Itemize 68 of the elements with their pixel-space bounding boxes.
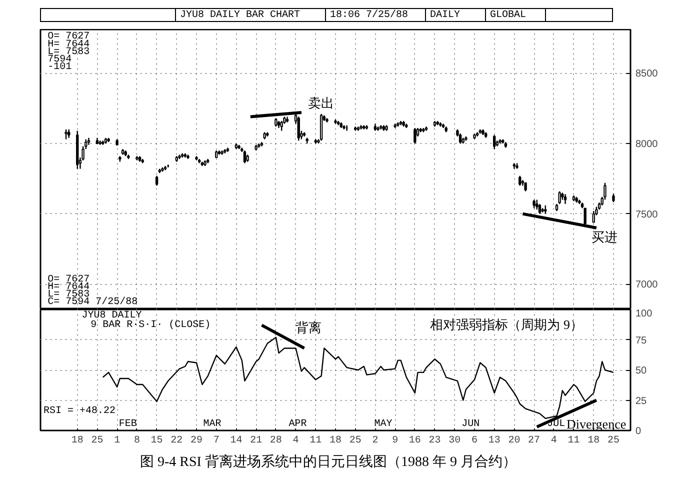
text: DAILY [426,9,486,23]
chart-title: JYU8 DAILY BAR CHART [176,9,326,23]
candlestick [592,210,595,223]
y-tick-label: 7000 [636,280,658,291]
x-tick-label: 6 [471,436,478,446]
x-tick-label: 2 [372,436,378,446]
x-tick-label: 16 [408,436,421,446]
x-tick-label: 21 [250,436,262,446]
candlestick [536,199,538,210]
x-tick-label: 27 [528,436,540,446]
x-tick-label: 25 [349,436,362,446]
annotation: 卖出 [308,96,334,111]
x-tick-label: 8 [134,436,140,446]
x-tick-label: 18 [330,436,342,446]
x-tick-label: 7 [213,436,220,446]
y-tick-label: 100 [636,308,653,320]
annotation: 背离 [295,320,322,336]
candlestick [564,194,567,205]
annotation: 相对强弱指标（周期为 9） [430,316,583,332]
x-tick-label: 14 [230,436,242,446]
annotation: RSI = +48.22 [43,406,116,418]
candlestick [558,190,561,205]
annotation: MAR [203,418,222,430]
x-tick-label: 1 [114,436,120,446]
candlestick [518,175,522,186]
annotation: APR [288,418,307,430]
y-tick-label: 75 [636,335,648,346]
text: 9 BAR R·S·I· (CLOSE) [90,318,211,331]
y-tick-label: 0 [636,426,642,437]
y-tick-label: 50 [636,366,648,376]
x-tick-label: 22 [170,436,183,446]
candlestick [155,175,158,186]
text: 18:06 7/25/88 [326,9,426,23]
x-tick-label: 11 [568,436,580,446]
text: GLOBAL [486,9,546,23]
candlestick [297,116,300,142]
x-tick-label: 25 [607,436,620,446]
x-tick-label: 23 [428,436,441,446]
annotation: 买进 [592,229,618,244]
x-tick-label: 30 [448,436,461,446]
candlestick [492,134,496,150]
x-tick-label: 4 [550,436,557,446]
x-tick-label: 18 [71,436,84,446]
annotation: MAY [374,418,392,430]
candlestick [414,127,416,144]
candlestick [458,133,462,144]
x-tick-label: 9 [392,436,398,446]
x-tick-label: 18 [588,436,600,446]
y-tick-label: 8500 [636,68,658,80]
annotation: JUN [462,418,480,430]
candlestick [320,113,323,142]
x-tick-label: 13 [488,436,500,446]
candlestick [280,120,283,132]
x-tick-label: 25 [91,436,104,446]
x-tick-label: 15 [150,436,163,446]
x-tick-label: 4 [292,436,299,446]
candlestick [64,128,68,140]
x-tick-label: 20 [508,436,520,446]
y-tick-label: 8000 [636,138,658,150]
annotation: C= 7594 7/25/88 [48,296,138,308]
caption: 图 9-4 RSI 背离进场系统中的日元日线图（1988 年 9 月合约） [140,453,516,472]
y-tick-label: 25 [636,396,648,407]
x-tick-label: 28 [270,436,282,446]
x-tick-label: 11 [310,436,322,446]
annotation: FEB [118,418,137,430]
x-tick-label: 29 [190,436,203,446]
y-tick-label: 7500 [636,209,658,220]
candlestick [243,150,246,164]
